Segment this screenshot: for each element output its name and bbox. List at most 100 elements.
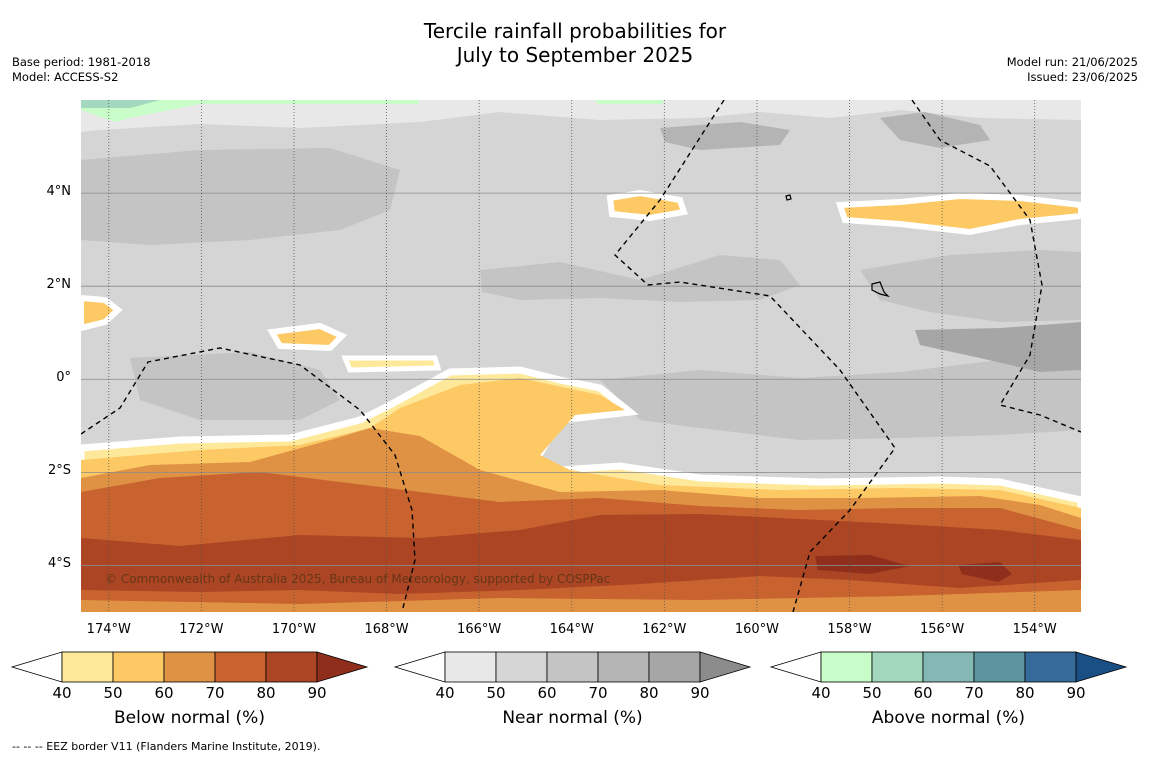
model-run-text: Model run: 21/06/2025 bbox=[1006, 55, 1138, 69]
colorbar-segment bbox=[871, 651, 924, 683]
eez-borders bbox=[81, 100, 1081, 612]
below-normal-60-edge bbox=[81, 598, 1081, 612]
colorbar bbox=[10, 651, 369, 683]
above-normal-50-north bbox=[595, 100, 665, 104]
colorbar-tick-label: 50 bbox=[486, 684, 506, 702]
colorbar-tick-label: 60 bbox=[913, 684, 933, 702]
colorbar-tick-label: 80 bbox=[1015, 684, 1035, 702]
colorbar-tick-label: 90 bbox=[307, 684, 327, 702]
near-normal-70-center bbox=[480, 255, 800, 302]
lat-tick-label: 4°S bbox=[47, 556, 71, 572]
lat-tick-label: 0° bbox=[56, 370, 71, 386]
lon-tick-label: 158°W bbox=[827, 622, 872, 637]
colorbar-segment bbox=[648, 651, 701, 683]
below-normal-40-band bbox=[341, 355, 442, 373]
chart-title: Tercile rainfall probabilities for July … bbox=[0, 19, 1150, 67]
below-normal-50-north-center bbox=[606, 189, 688, 222]
title-line-1: Tercile rainfall probabilities for bbox=[423, 19, 727, 43]
colorbar-segment bbox=[973, 651, 1026, 683]
colorbar bbox=[769, 651, 1128, 683]
near-normal-80-north-east bbox=[660, 122, 790, 150]
near-normal-80-east bbox=[915, 322, 1081, 372]
near-normal-40-top bbox=[81, 100, 1081, 132]
issued-text: Issued: 23/06/2025 bbox=[1027, 70, 1138, 84]
below-normal-90-south-east bbox=[958, 562, 1012, 582]
colorbar-segment bbox=[112, 651, 165, 683]
below-normal-50-small bbox=[267, 322, 348, 352]
colorbar-segment bbox=[922, 651, 975, 683]
title-line-2: July to September 2025 bbox=[456, 43, 694, 67]
base-period-text: Base period: 1981-2018 bbox=[12, 55, 151, 69]
colorbar-tick-label: 60 bbox=[537, 684, 557, 702]
meta-right: Model run: 21/06/2025 Issued: 23/06/2025 bbox=[1007, 55, 1138, 85]
colorbar-title: Below normal (%) bbox=[114, 708, 265, 728]
eez-border-center bbox=[614, 100, 896, 612]
colorbar-tick-label: 80 bbox=[639, 684, 659, 702]
colorbar-tick-label: 50 bbox=[103, 684, 123, 702]
lon-tick-label: 172°W bbox=[179, 622, 224, 637]
above-normal-60-northwest bbox=[81, 100, 160, 108]
latitude-gridlines bbox=[81, 192, 1081, 566]
lat-tick-label: 4°N bbox=[46, 184, 72, 200]
lon-tick-label: 168°W bbox=[364, 622, 409, 637]
colorbars bbox=[10, 651, 1128, 683]
lat-tick-label: 2°N bbox=[46, 277, 72, 293]
colorbar-tick-label: 50 bbox=[862, 684, 882, 702]
map-field bbox=[81, 100, 1081, 612]
lon-tick-label: 166°W bbox=[457, 622, 502, 637]
colorbar-over-extend bbox=[1075, 651, 1128, 683]
colorbar-segment bbox=[444, 651, 497, 683]
colorbar-under-extend bbox=[393, 651, 446, 683]
colorbar-tick-label: 40 bbox=[811, 684, 831, 702]
colorbar-tick-label: 40 bbox=[435, 684, 455, 702]
colorbar-tick-label: 90 bbox=[690, 684, 710, 702]
colorbar-segment bbox=[495, 651, 548, 683]
below-normal-80-south bbox=[81, 514, 1081, 594]
colorbar-under-extend bbox=[769, 651, 822, 683]
lon-tick-label: 154°W bbox=[1012, 622, 1057, 637]
colorbar-title: Near normal (%) bbox=[502, 708, 643, 728]
copyright-text: © Commonwealth of Australia 2025, Bureau… bbox=[105, 572, 611, 586]
island-outline bbox=[871, 281, 890, 298]
colorbar-segment bbox=[61, 651, 114, 683]
colorbar-over-extend bbox=[316, 651, 369, 683]
lon-tick-label: 160°W bbox=[734, 622, 779, 637]
near-normal-70-north bbox=[81, 148, 400, 245]
lon-tick-label: 174°W bbox=[86, 622, 131, 637]
colorbar-tick-label: 90 bbox=[1066, 684, 1086, 702]
eez-border-east bbox=[911, 100, 1081, 433]
eez-border-west bbox=[81, 347, 416, 612]
near-normal-80-north-east-2 bbox=[880, 112, 990, 148]
lon-tick-label: 156°W bbox=[920, 622, 965, 637]
colorbar-segment bbox=[265, 651, 318, 683]
colorbar-tick-label: 70 bbox=[205, 684, 225, 702]
colorbar-tick-label: 70 bbox=[964, 684, 984, 702]
colorbar-segment bbox=[214, 651, 267, 683]
below-normal-90-south bbox=[815, 555, 910, 574]
colorbar-tick-label: 40 bbox=[52, 684, 72, 702]
lat-tick-label: 2°S bbox=[47, 463, 71, 479]
colorbar-segment bbox=[597, 651, 650, 683]
longitude-gridlines bbox=[108, 100, 1036, 612]
lon-tick-label: 164°W bbox=[549, 622, 594, 637]
colorbar-segment bbox=[163, 651, 216, 683]
above-normal-50-northwest bbox=[81, 100, 420, 122]
colorbar-over-extend bbox=[699, 651, 752, 683]
colorbar-tick-label: 70 bbox=[588, 684, 608, 702]
near-normal-70-west-low bbox=[130, 352, 340, 420]
colorbar-segment bbox=[546, 651, 599, 683]
lon-tick-label: 162°W bbox=[642, 622, 687, 637]
colorbar-tick-label: 60 bbox=[154, 684, 174, 702]
below-normal-50-west bbox=[81, 294, 123, 332]
eez-footer-note: -- -- -- EEZ border V11 (Flanders Marine… bbox=[12, 740, 321, 753]
island-outline-2 bbox=[785, 194, 792, 201]
colorbar-tick-label: 80 bbox=[256, 684, 276, 702]
colorbar bbox=[393, 651, 752, 683]
model-text: Model: ACCESS-S2 bbox=[12, 70, 119, 84]
colorbar-segment bbox=[1024, 651, 1077, 683]
lon-tick-label: 170°W bbox=[271, 622, 317, 637]
below-normal-50-north-east bbox=[835, 192, 1081, 236]
colorbar-segment bbox=[820, 651, 873, 683]
meta-left: Base period: 1981-2018 Model: ACCESS-S2 bbox=[12, 55, 151, 85]
